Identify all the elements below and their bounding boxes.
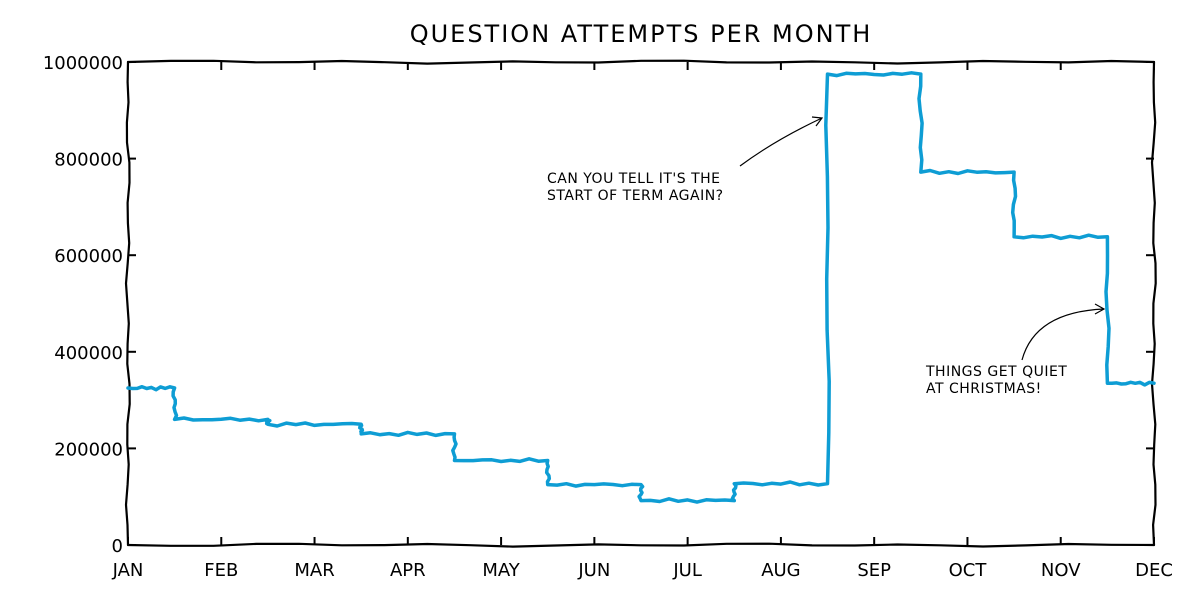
x-tick-label: APR	[390, 560, 426, 581]
y-tick-label: 0	[112, 536, 123, 557]
series-line	[126, 71, 1156, 504]
x-tick-label: AUG	[761, 560, 800, 581]
x-tick-label: JAN	[112, 560, 144, 581]
y-axis-ticks: 0 200000 400000 600000 800000 1000000	[43, 53, 1154, 557]
annotation-arrow-start-of-term	[739, 117, 823, 167]
x-tick-label: FEB	[204, 560, 238, 581]
x-tick-label: MAY	[482, 560, 520, 581]
x-tick-label: JUN	[577, 560, 610, 581]
right-spine	[1150, 60, 1157, 547]
x-tick-label: DEC	[1135, 560, 1173, 581]
x-tick-label: JUL	[672, 560, 702, 581]
x-axis-line	[126, 542, 1156, 548]
x-tick-label: NOV	[1041, 560, 1081, 581]
y-tick-label: 200000	[54, 439, 123, 460]
annotation-text-christmas: THINGS GET QUIET AT CHRISTMAS!	[925, 364, 1067, 397]
y-tick-label: 600000	[54, 246, 123, 267]
annotation-text-start-of-term: CAN YOU TELL IT'S THE START OF TERM AGAIN…	[547, 171, 724, 204]
annotations: CAN YOU TELL IT'S THE START OF TERM AGAIN…	[547, 116, 1106, 397]
annotation-line: CAN YOU TELL IT'S THE	[547, 171, 721, 187]
annotation-line: START OF TERM AGAIN?	[547, 188, 724, 204]
x-tick-label: OCT	[949, 560, 988, 581]
chart-title: QUESTION ATTEMPTS PER MONTH	[410, 20, 873, 48]
y-tick-label: 800000	[54, 150, 123, 171]
y-tick-label: 1000000	[43, 53, 123, 74]
x-axis-ticks: JAN FEB MAR APR MAY JUN JUL AUG SEP OCT NOV DEC	[112, 62, 1173, 581]
annotation-arrowhead-christmas	[1094, 303, 1106, 315]
annotation-arrowhead-start-of-term	[811, 116, 824, 127]
annotation-line: THINGS GET QUIET	[925, 364, 1067, 380]
y-tick-label: 400000	[54, 343, 123, 364]
annotation-arrow-christmas	[1021, 308, 1105, 361]
x-tick-label: SEP	[857, 560, 891, 581]
y-axis-line	[124, 60, 131, 547]
annotation-line: AT CHRISTMAS!	[926, 381, 1042, 397]
series-group	[126, 71, 1156, 504]
top-spine	[126, 59, 1156, 65]
x-tick-label: MAR	[294, 560, 334, 581]
axes	[124, 59, 1157, 548]
